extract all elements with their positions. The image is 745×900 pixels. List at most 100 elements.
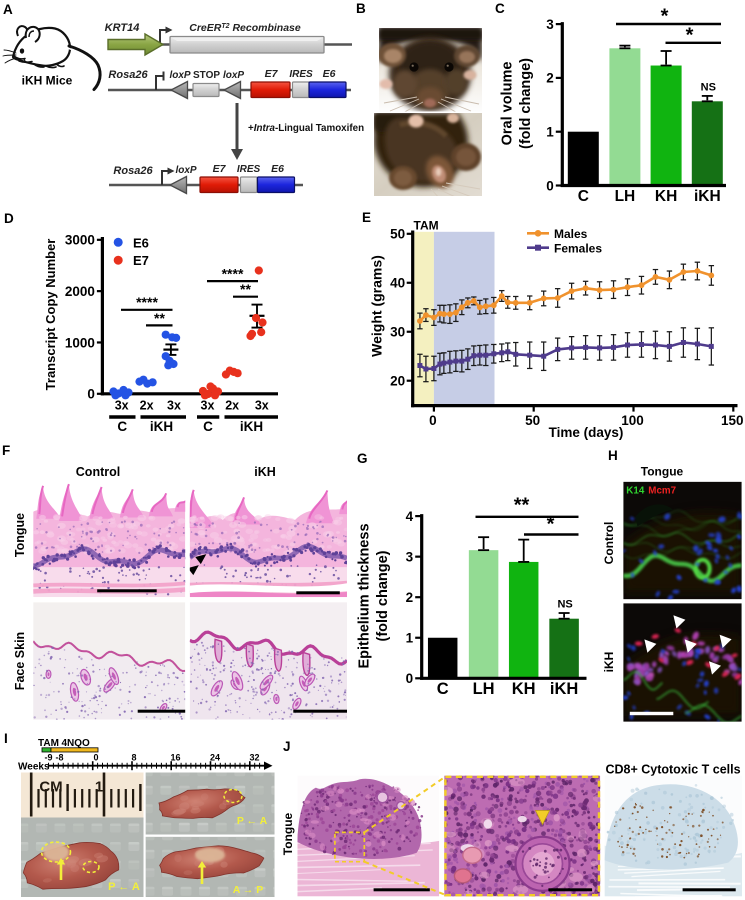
svg-text:Oral volume: Oral volume xyxy=(500,62,516,146)
svg-text:**: ** xyxy=(240,281,251,297)
svg-text:4: 4 xyxy=(406,509,414,524)
svg-text:50: 50 xyxy=(525,413,540,428)
svg-text:Control: Control xyxy=(76,465,120,479)
svg-text:(fold change): (fold change) xyxy=(518,58,534,149)
svg-text:****: **** xyxy=(222,266,244,282)
svg-text:E7: E7 xyxy=(265,68,279,80)
svg-text:A: A xyxy=(3,2,13,17)
svg-text:Epithelium thickness: Epithelium thickness xyxy=(357,523,373,668)
svg-text:Weight (grams): Weight (grams) xyxy=(369,255,385,357)
svg-text:KH: KH xyxy=(655,188,677,205)
svg-text:1: 1 xyxy=(95,779,103,796)
svg-text:Face Skin: Face Skin xyxy=(13,632,27,690)
svg-text:Time (days): Time (days) xyxy=(549,425,624,440)
svg-text:3000: 3000 xyxy=(65,233,95,248)
svg-text:*: * xyxy=(686,24,694,46)
svg-text:iKH: iKH xyxy=(694,188,721,205)
svg-text:50: 50 xyxy=(390,227,405,242)
svg-text:E6: E6 xyxy=(323,68,336,80)
svg-text:KH: KH xyxy=(512,680,536,698)
svg-text:30: 30 xyxy=(390,325,405,340)
svg-text:CD8+ Cytotoxic T cells: CD8+ Cytotoxic T cells xyxy=(605,763,740,777)
svg-text:100: 100 xyxy=(621,413,644,428)
svg-text:P ← A: P ← A xyxy=(108,881,140,893)
svg-text:0: 0 xyxy=(546,178,554,193)
svg-text:C: C xyxy=(437,680,449,698)
svg-text:2x: 2x xyxy=(140,399,154,413)
svg-text:IRES: IRES xyxy=(289,69,313,80)
svg-text:CreERT2 Recombinase: CreERT2 Recombinase xyxy=(189,22,301,34)
svg-text:2x: 2x xyxy=(225,399,239,413)
svg-text:I: I xyxy=(4,731,8,746)
svg-text:3: 3 xyxy=(406,549,414,564)
svg-text:Weeks: Weeks xyxy=(18,761,50,772)
svg-text:-9: -9 xyxy=(44,753,52,763)
svg-text:150: 150 xyxy=(721,413,744,428)
svg-text:E7: E7 xyxy=(133,253,149,268)
svg-text:C: C xyxy=(203,419,213,434)
svg-text:4NQO: 4NQO xyxy=(62,738,91,749)
svg-text:Rosa26: Rosa26 xyxy=(113,165,153,177)
svg-text:KRT14: KRT14 xyxy=(105,22,140,34)
svg-text:LH: LH xyxy=(473,680,495,698)
svg-text:Tongue: Tongue xyxy=(641,465,684,479)
svg-text:Control: Control xyxy=(602,522,616,565)
svg-text:TAM: TAM xyxy=(38,738,59,749)
svg-text:J: J xyxy=(283,739,291,754)
svg-text:3x: 3x xyxy=(255,399,269,413)
svg-text:1: 1 xyxy=(546,125,554,140)
svg-text:(fold change): (fold change) xyxy=(375,550,391,641)
svg-text:STOP: STOP xyxy=(193,70,220,81)
svg-text:3x: 3x xyxy=(167,399,181,413)
svg-text:0: 0 xyxy=(87,387,95,402)
svg-text:loxP: loxP xyxy=(223,70,244,81)
svg-text:0: 0 xyxy=(93,753,98,763)
svg-text:0: 0 xyxy=(429,413,437,428)
svg-text:CM: CM xyxy=(39,779,62,796)
svg-text:-8: -8 xyxy=(55,753,63,763)
svg-text:iKH: iKH xyxy=(150,419,173,434)
svg-text:E7: E7 xyxy=(213,163,227,175)
svg-text:iKH Mice: iKH Mice xyxy=(22,74,73,88)
svg-text:NS: NS xyxy=(557,599,572,611)
svg-text:K14: K14 xyxy=(626,486,645,497)
svg-text:H: H xyxy=(608,448,618,463)
svg-text:*: * xyxy=(661,6,669,28)
svg-text:F: F xyxy=(2,443,10,458)
svg-text:0: 0 xyxy=(406,671,414,686)
svg-text:+Intra-Lingual Tamoxifen: +Intra-Lingual Tamoxifen xyxy=(248,123,364,134)
svg-text:loxP: loxP xyxy=(169,70,190,81)
svg-text:3: 3 xyxy=(546,17,554,32)
svg-text:TAM: TAM xyxy=(414,218,439,232)
svg-text:2: 2 xyxy=(546,71,554,86)
svg-text:20: 20 xyxy=(390,374,405,389)
svg-text:24: 24 xyxy=(210,753,220,763)
svg-text:iKH: iKH xyxy=(550,680,578,698)
svg-text:C: C xyxy=(117,419,127,434)
svg-text:E: E xyxy=(362,210,371,225)
svg-text:40: 40 xyxy=(390,276,405,291)
svg-text:C: C xyxy=(495,1,505,16)
svg-text:iKH: iKH xyxy=(254,465,276,479)
svg-text:3x: 3x xyxy=(115,399,129,413)
svg-text:G: G xyxy=(357,451,368,466)
svg-text:Transcript Copy Number: Transcript Copy Number xyxy=(43,239,58,391)
svg-text:A → P: A → P xyxy=(233,884,264,896)
svg-text:Tongue: Tongue xyxy=(281,812,295,855)
svg-text:32: 32 xyxy=(249,753,259,763)
svg-text:Rosa26: Rosa26 xyxy=(108,69,148,81)
svg-text:**: ** xyxy=(514,495,530,517)
svg-text:2: 2 xyxy=(406,590,414,605)
svg-text:8: 8 xyxy=(131,753,136,763)
svg-text:loxP: loxP xyxy=(175,165,196,176)
svg-text:LH: LH xyxy=(615,188,636,205)
svg-text:2000: 2000 xyxy=(65,284,95,299)
svg-text:B: B xyxy=(356,1,366,16)
svg-text:Tongue: Tongue xyxy=(13,513,27,557)
svg-text:****: **** xyxy=(136,294,158,310)
svg-text:Mcm7: Mcm7 xyxy=(648,486,676,497)
svg-text:C: C xyxy=(578,188,589,205)
svg-text:D: D xyxy=(4,211,14,226)
svg-text:1: 1 xyxy=(406,631,414,646)
svg-text:16: 16 xyxy=(170,753,180,763)
